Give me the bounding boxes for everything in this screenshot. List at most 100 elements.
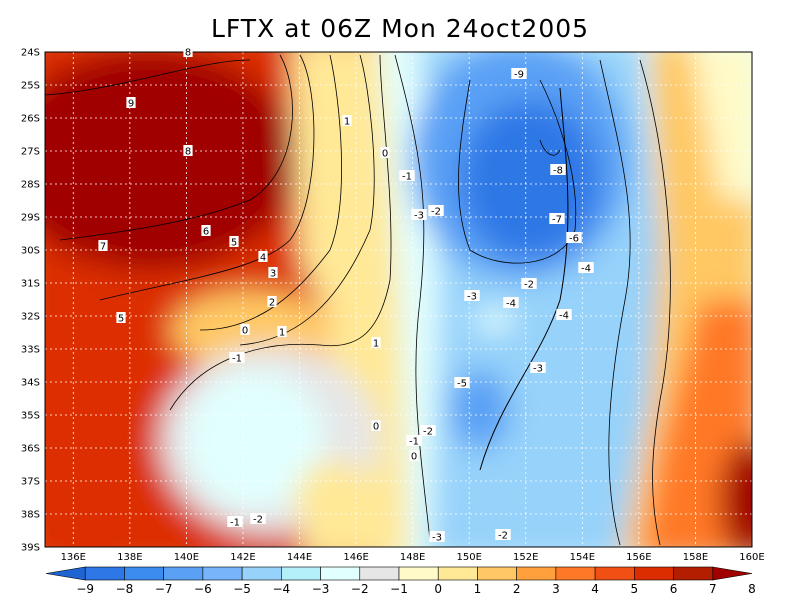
- svg-text:1: 1: [373, 339, 379, 350]
- lat-label: 28S: [21, 180, 40, 191]
- colorbar-swatch: [202, 566, 243, 581]
- lat-label: 32S: [21, 312, 40, 323]
- lon-label: 152E: [513, 552, 538, 563]
- colorbar-swatch: [320, 566, 361, 581]
- contour-label: 1: [371, 337, 381, 350]
- colorbar-label: −5: [233, 582, 251, 596]
- lat-label: 38S: [21, 510, 40, 521]
- svg-text:-4: -4: [581, 264, 591, 275]
- contour-label: -4: [578, 262, 594, 275]
- lat-label: 27S: [21, 147, 40, 158]
- lat-label: 25S: [21, 81, 40, 92]
- colorbar-label: 8: [748, 582, 756, 596]
- svg-text:-1: -1: [232, 354, 242, 365]
- colorbar-swatch: [398, 566, 439, 581]
- colorbar-label: −1: [390, 582, 408, 596]
- colorbar-label: −2: [351, 582, 369, 596]
- svg-text:-2: -2: [524, 280, 534, 291]
- svg-text:0: 0: [411, 452, 417, 463]
- map-title: LFTX at 06Z Mon 24oct2005: [210, 14, 590, 43]
- contour-label: -1: [227, 516, 243, 529]
- contour-label: -2: [420, 425, 436, 438]
- lat-label: 33S: [21, 345, 40, 356]
- longitude-labels: 136E 138E 140E 142E 144E 146E 148E 150E 152E 154E…: [61, 552, 765, 563]
- contour-label: 0: [240, 324, 250, 337]
- contour-label: -4: [556, 309, 572, 322]
- contour-label: 7: [98, 240, 108, 253]
- contour-label: -6: [566, 232, 582, 245]
- contour-label: 1: [277, 326, 287, 339]
- svg-text:-1: -1: [409, 437, 419, 448]
- svg-text:-3: -3: [533, 364, 543, 375]
- colorbar-swatch: [241, 566, 282, 581]
- svg-text:-9: -9: [514, 70, 524, 81]
- lat-label: 36S: [21, 444, 40, 455]
- contour-label: 4: [258, 251, 268, 264]
- colorbar-label: 3: [552, 582, 560, 596]
- contour-label: 9: [126, 97, 136, 110]
- lat-label: 37S: [21, 477, 40, 488]
- svg-text:-8: -8: [553, 166, 563, 177]
- svg-text:-7: -7: [552, 215, 562, 226]
- svg-text:5: 5: [231, 238, 237, 249]
- lat-label: 39S: [21, 543, 40, 554]
- svg-text:-4: -4: [506, 299, 516, 310]
- svg-text:6: 6: [203, 227, 209, 238]
- lon-label: 138E: [117, 552, 142, 563]
- colorbar-swatch: [359, 566, 400, 581]
- lon-label: 142E: [230, 552, 255, 563]
- lon-label: 140E: [174, 552, 199, 563]
- colorbar-swatch: [712, 566, 753, 581]
- colorbar-label: 7: [709, 582, 717, 596]
- contour-label: -5: [454, 377, 470, 390]
- svg-text:-1: -1: [402, 172, 412, 183]
- lon-label: 150E: [456, 552, 481, 563]
- colorbar-swatch: [555, 566, 596, 581]
- contour-label: 2: [267, 296, 277, 309]
- svg-text:9: 9: [128, 99, 134, 110]
- lat-label: 26S: [21, 114, 40, 125]
- contour-label: 6: [201, 225, 211, 238]
- filled-contour-field: [45, 52, 752, 547]
- colorbar: −9 −8 −7 −6 −5 −4 −3 −2 −1 0 1 2 3 4 5 6 7 8: [45, 566, 756, 596]
- contour-label: 3: [268, 267, 278, 280]
- colorbar-label: −8: [116, 582, 134, 596]
- latitude-labels: 24S 25S 26S 27S 28S 29S 30S 31S 32S 33S 34S 35S 36S 3…: [21, 48, 40, 554]
- lon-label: 158E: [683, 552, 708, 563]
- contour-label: 0: [409, 450, 419, 463]
- contour-label: 1: [342, 115, 352, 128]
- colorbar-swatch: [634, 566, 674, 581]
- colorbar-label: 6: [670, 582, 678, 596]
- colorbar-label: 1: [474, 582, 482, 596]
- contour-label: -1: [406, 435, 422, 448]
- contour-label: -3: [464, 290, 480, 303]
- contour-label: -2: [428, 205, 444, 218]
- contour-label: -2: [521, 278, 537, 291]
- colorbar-label: −9: [76, 582, 94, 596]
- lon-label: 154E: [570, 552, 595, 563]
- svg-text:1: 1: [344, 117, 350, 128]
- lat-label: 31S: [21, 279, 40, 290]
- svg-text:-3: -3: [414, 211, 424, 222]
- colorbar-swatch: [673, 566, 714, 581]
- colorbar-label: −4: [272, 582, 290, 596]
- colorbar-swatch: [45, 566, 86, 581]
- colorbar-label: 0: [434, 582, 442, 596]
- svg-text:8: 8: [185, 48, 191, 59]
- lon-label: 156E: [626, 552, 651, 563]
- svg-text:0: 0: [242, 326, 248, 337]
- contour-label: -1: [399, 170, 415, 183]
- contour-label: -3: [429, 531, 445, 544]
- colorbar-label: 4: [591, 582, 599, 596]
- contour-label: -9: [511, 68, 527, 81]
- svg-text:-4: -4: [559, 311, 569, 322]
- contour-label: -3: [530, 362, 546, 375]
- colorbar-swatch: [516, 566, 557, 581]
- colorbar-label: −7: [155, 582, 173, 596]
- contour-label: 0: [380, 147, 390, 160]
- contour-label: -2: [495, 529, 511, 542]
- colorbar-label: −3: [312, 582, 330, 596]
- svg-text:-1: -1: [230, 518, 240, 529]
